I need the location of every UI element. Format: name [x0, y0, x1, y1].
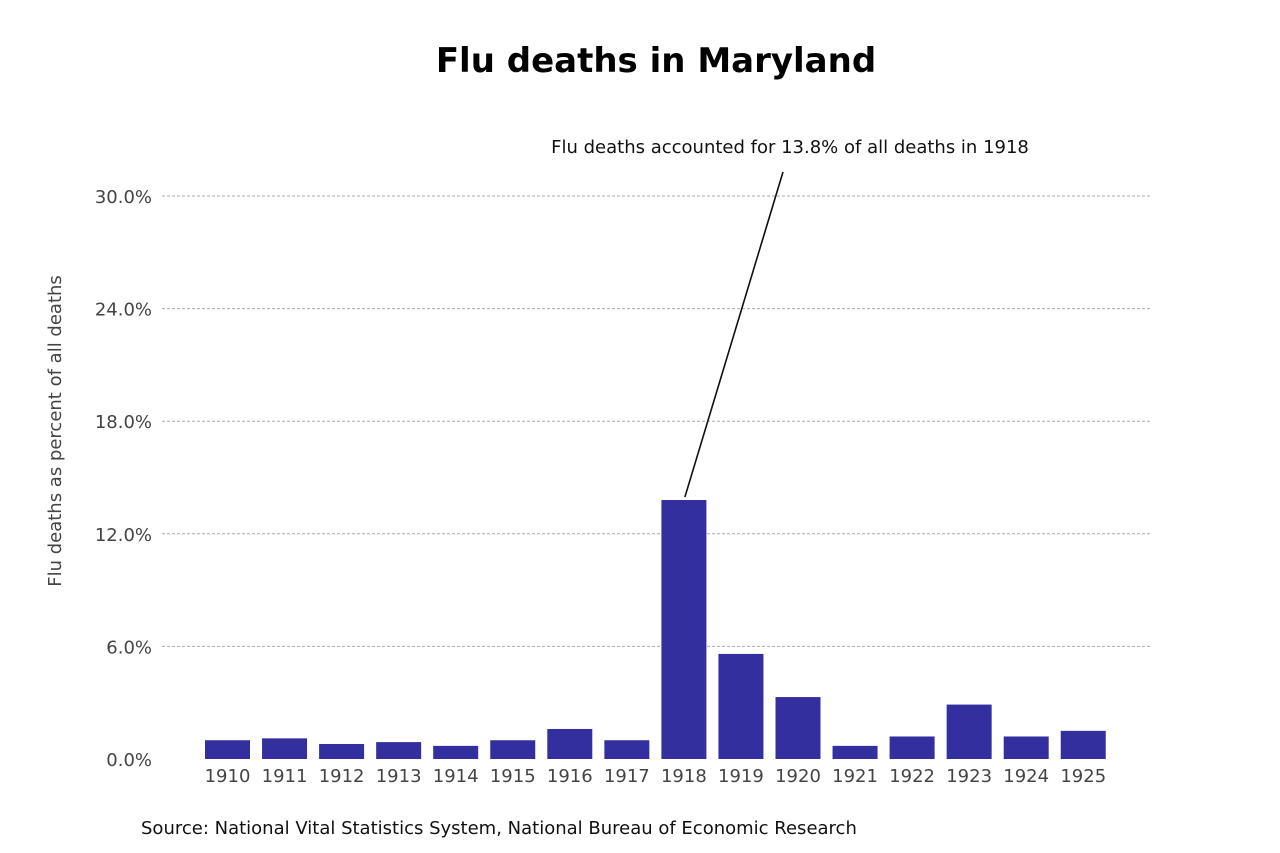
- x-axis-ticks: 1910 1911 1912 1913 1914 1915 1916 1917 1918 1919…: [205, 766, 1107, 787]
- y-tick-label: 12.0%: [95, 525, 152, 546]
- bar-1918: [661, 500, 707, 759]
- y-tick-label: 30.0%: [95, 187, 152, 208]
- x-tick-label: 1915: [490, 766, 536, 787]
- x-tick-label: 1925: [1060, 766, 1106, 787]
- y-tick-label: 6.0%: [106, 637, 152, 658]
- x-tick-label: 1910: [205, 766, 251, 787]
- bar-1916: [547, 728, 593, 759]
- bar-1912: [319, 743, 365, 759]
- bar-1917: [604, 740, 650, 759]
- y-tick-label: 0.0%: [106, 750, 152, 771]
- y-tick-label: 18.0%: [95, 412, 152, 433]
- bar-1923: [946, 704, 992, 759]
- x-tick-label: 1917: [604, 766, 650, 787]
- x-tick-label: 1918: [661, 766, 707, 787]
- gridlines: [162, 195, 1152, 647]
- bar-1910: [205, 740, 250, 759]
- bar-1921: [832, 745, 878, 759]
- bar-1919: [718, 653, 764, 759]
- bar-1925: [1060, 730, 1106, 759]
- bar-1922: [889, 736, 935, 759]
- x-tick-label: 1920: [775, 766, 821, 787]
- bar-1911: [262, 738, 308, 759]
- y-axis-label: Flu deaths as percent of all deaths: [45, 275, 66, 587]
- x-tick-label: 1919: [718, 766, 764, 787]
- annotation-text: Flu deaths accounted for 13.8% of all de…: [551, 137, 1029, 158]
- bar-1924: [1003, 736, 1049, 759]
- bar-1920: [775, 697, 821, 759]
- x-tick-label: 1921: [832, 766, 878, 787]
- bar-1913: [376, 742, 422, 759]
- x-tick-label: 1922: [889, 766, 935, 787]
- bars: [205, 500, 1106, 759]
- x-tick-label: 1912: [319, 766, 365, 787]
- chart-title: Flu deaths in Maryland: [436, 41, 876, 81]
- annotation-arrow-line: [684, 171, 784, 498]
- x-tick-label: 1916: [547, 766, 593, 787]
- bar-1915: [490, 740, 536, 759]
- x-tick-label: 1923: [946, 766, 992, 787]
- x-tick-label: 1911: [262, 766, 308, 787]
- bar-1914: [433, 745, 479, 759]
- source-note: Source: National Vital Statistics System…: [141, 818, 857, 839]
- y-axis-ticks: 0.0% 6.0% 12.0% 18.0% 24.0% 30.0%: [95, 187, 152, 771]
- y-tick-label: 24.0%: [95, 300, 152, 321]
- x-tick-label: 1924: [1003, 766, 1049, 787]
- x-tick-label: 1914: [433, 766, 479, 787]
- x-tick-label: 1913: [376, 766, 422, 787]
